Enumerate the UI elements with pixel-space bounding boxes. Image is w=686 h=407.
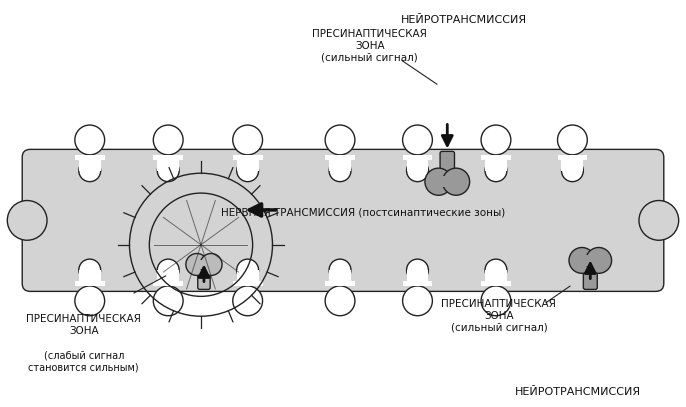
Bar <box>407 270 429 286</box>
Circle shape <box>157 160 179 182</box>
Circle shape <box>558 125 587 155</box>
Circle shape <box>186 254 208 276</box>
Circle shape <box>237 259 259 281</box>
Circle shape <box>562 160 583 182</box>
Circle shape <box>569 247 595 274</box>
Circle shape <box>75 125 105 155</box>
Circle shape <box>481 125 511 155</box>
Bar <box>157 155 179 171</box>
Bar <box>403 155 432 160</box>
Bar <box>562 155 583 171</box>
Circle shape <box>325 286 355 316</box>
Bar <box>157 270 179 286</box>
Bar <box>329 155 351 171</box>
Circle shape <box>407 259 429 281</box>
Text: НЕЙРОТРАНСМИССИЯ: НЕЙРОТРАНСМИССИЯ <box>515 387 641 397</box>
Bar <box>153 155 183 160</box>
FancyBboxPatch shape <box>583 264 598 289</box>
Bar <box>75 281 105 286</box>
Bar <box>481 155 511 160</box>
Bar <box>153 281 183 286</box>
Bar <box>237 270 259 286</box>
Circle shape <box>586 247 612 274</box>
Circle shape <box>403 125 432 155</box>
Circle shape <box>157 259 179 281</box>
Circle shape <box>8 201 47 240</box>
Text: НЕРВНАЯ ТРАНСМИССИЯ (постсинаптические зоны): НЕРВНАЯ ТРАНСМИССИЯ (постсинаптические з… <box>221 208 505 217</box>
Circle shape <box>153 125 183 155</box>
Circle shape <box>481 286 511 316</box>
Bar <box>329 270 351 286</box>
Bar <box>197 260 211 269</box>
Circle shape <box>233 125 263 155</box>
Bar <box>407 155 429 171</box>
Circle shape <box>407 160 429 182</box>
Bar <box>325 281 355 286</box>
Circle shape <box>200 254 222 276</box>
Bar <box>485 270 507 286</box>
Text: (слабый сигнал
становится сильным): (слабый сигнал становится сильным) <box>28 351 139 372</box>
Text: ПРЕСИНАПТИЧЕСКАЯ
ЗОНА
(сильный сигнал): ПРЕСИНАПТИЧЕСКАЯ ЗОНА (сильный сигнал) <box>442 299 556 333</box>
FancyBboxPatch shape <box>440 151 455 178</box>
Circle shape <box>329 160 351 182</box>
Bar <box>485 155 507 171</box>
Text: НЕЙРОТРАНСМИССИЯ: НЕЙРОТРАНСМИССИЯ <box>401 15 528 25</box>
Circle shape <box>75 286 105 316</box>
Text: ПРЕСИНАПТИЧЕСКАЯ
ЗОНА
(сильный сигнал): ПРЕСИНАПТИЧЕСКАЯ ЗОНА (сильный сигнал) <box>312 29 427 62</box>
Circle shape <box>425 168 452 195</box>
Circle shape <box>325 125 355 155</box>
Circle shape <box>233 286 263 316</box>
Circle shape <box>639 201 678 240</box>
Bar <box>75 155 105 160</box>
Circle shape <box>403 286 432 316</box>
Bar <box>79 155 101 171</box>
FancyBboxPatch shape <box>22 149 664 291</box>
Circle shape <box>485 160 507 182</box>
Circle shape <box>442 168 470 195</box>
Circle shape <box>329 259 351 281</box>
Bar <box>438 176 456 187</box>
Bar <box>233 281 263 286</box>
Bar <box>233 155 263 160</box>
Bar <box>403 281 432 286</box>
Bar <box>237 155 259 171</box>
Circle shape <box>153 286 183 316</box>
Circle shape <box>79 259 101 281</box>
Bar <box>481 281 511 286</box>
Bar <box>582 255 599 266</box>
Circle shape <box>79 160 101 182</box>
Circle shape <box>485 259 507 281</box>
FancyBboxPatch shape <box>198 267 210 289</box>
Circle shape <box>237 160 259 182</box>
Bar <box>325 155 355 160</box>
Bar <box>558 155 587 160</box>
Text: ПРЕСИНАПТИЧЕСКАЯ
ЗОНА: ПРЕСИНАПТИЧЕСКАЯ ЗОНА <box>26 314 141 336</box>
Bar <box>79 270 101 286</box>
